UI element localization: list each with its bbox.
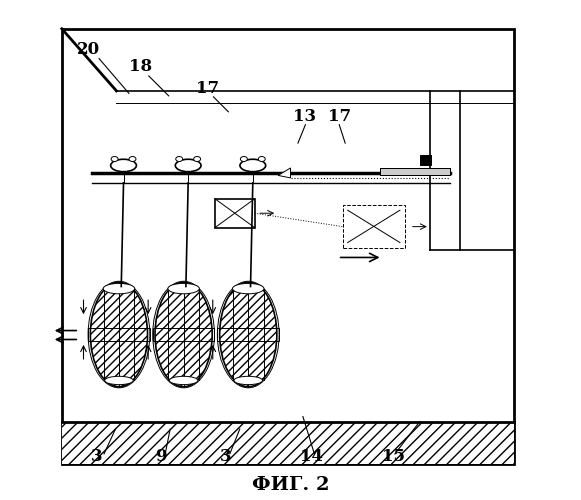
Text: 20: 20 [77, 40, 100, 58]
Bar [88, 328, 150, 341]
Ellipse shape [234, 376, 263, 384]
Ellipse shape [169, 376, 198, 384]
Bar [215, 199, 254, 228]
Ellipse shape [155, 282, 212, 387]
Ellipse shape [241, 156, 248, 162]
Text: 3: 3 [91, 448, 102, 466]
Ellipse shape [232, 284, 264, 294]
Text: 13: 13 [293, 108, 316, 124]
Ellipse shape [175, 160, 201, 172]
Text: 9: 9 [155, 448, 167, 466]
Bar [343, 205, 405, 248]
Bar [153, 328, 214, 341]
Ellipse shape [105, 376, 133, 384]
Ellipse shape [259, 156, 266, 162]
Ellipse shape [240, 160, 266, 172]
Bar [62, 422, 514, 464]
Text: 17: 17 [328, 108, 351, 124]
Text: 14: 14 [300, 448, 324, 466]
Ellipse shape [220, 282, 277, 387]
Text: 3: 3 [220, 448, 231, 466]
Text: ФИГ. 2: ФИГ. 2 [252, 476, 329, 494]
Ellipse shape [110, 160, 137, 172]
Ellipse shape [91, 282, 148, 387]
Text: 18: 18 [129, 58, 152, 75]
Text: 17: 17 [196, 80, 219, 98]
Bar [420, 154, 431, 166]
Ellipse shape [111, 156, 118, 162]
Ellipse shape [129, 156, 136, 162]
Ellipse shape [193, 156, 200, 162]
Ellipse shape [168, 284, 199, 294]
Ellipse shape [175, 156, 182, 162]
Text: 15: 15 [382, 448, 406, 466]
Bar [380, 168, 450, 175]
Bar [380, 168, 450, 175]
Bar [62, 28, 514, 464]
Bar [217, 328, 279, 341]
Polygon shape [278, 168, 290, 178]
Ellipse shape [103, 284, 135, 294]
